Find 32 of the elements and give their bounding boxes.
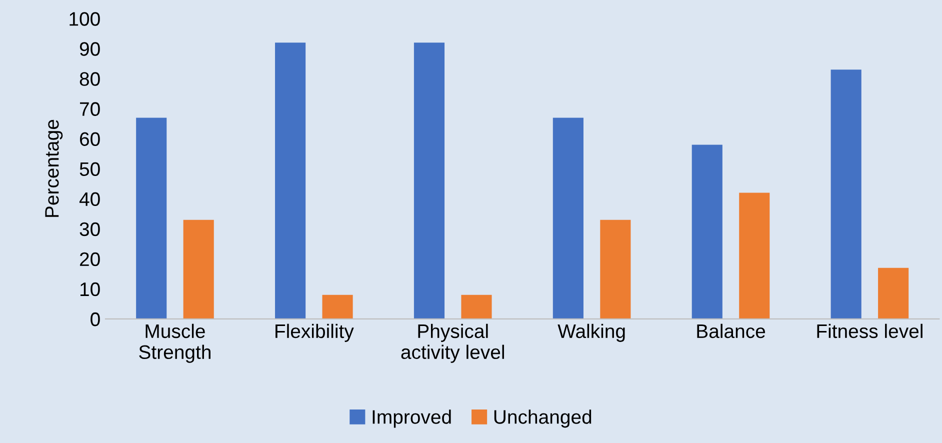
y-axis-title: Percentage <box>45 120 63 217</box>
x-tick-label: Flexibility <box>276 324 354 342</box>
bar <box>183 220 214 319</box>
bar <box>414 42 445 319</box>
y-tick-label: 40 <box>79 192 100 206</box>
bar <box>322 294 353 319</box>
y-tick-label: 70 <box>80 102 100 116</box>
x-tick-label: Balance <box>697 324 766 338</box>
bar <box>692 144 722 319</box>
legend-label: Unchanged <box>494 410 592 428</box>
y-tick-label: 90 <box>80 42 100 56</box>
y-tick-label: 0 <box>90 312 100 326</box>
bar <box>739 192 770 319</box>
y-tick-label: 30 <box>80 222 100 236</box>
y-tick-label: 80 <box>80 72 100 86</box>
x-tick-label: Walking <box>558 324 625 342</box>
y-tick-label: 10 <box>80 282 100 296</box>
bar <box>830 70 862 319</box>
y-tick-label: 50 <box>80 162 100 176</box>
bar <box>461 294 492 319</box>
x-tick-label: Physical activity level <box>401 324 504 363</box>
bar <box>136 118 167 319</box>
bar <box>275 42 306 319</box>
bar <box>878 268 909 319</box>
x-tick-label: Fitness level <box>817 324 922 338</box>
bar <box>552 118 584 319</box>
y-tick-label: 20 <box>80 252 100 266</box>
y-tick-label: 100 <box>70 12 100 26</box>
legend-label: Improved <box>372 410 451 428</box>
bar <box>600 220 631 319</box>
y-tick-label: 60 <box>80 132 100 146</box>
x-tick-label: Muscle Strength <box>139 324 210 363</box>
